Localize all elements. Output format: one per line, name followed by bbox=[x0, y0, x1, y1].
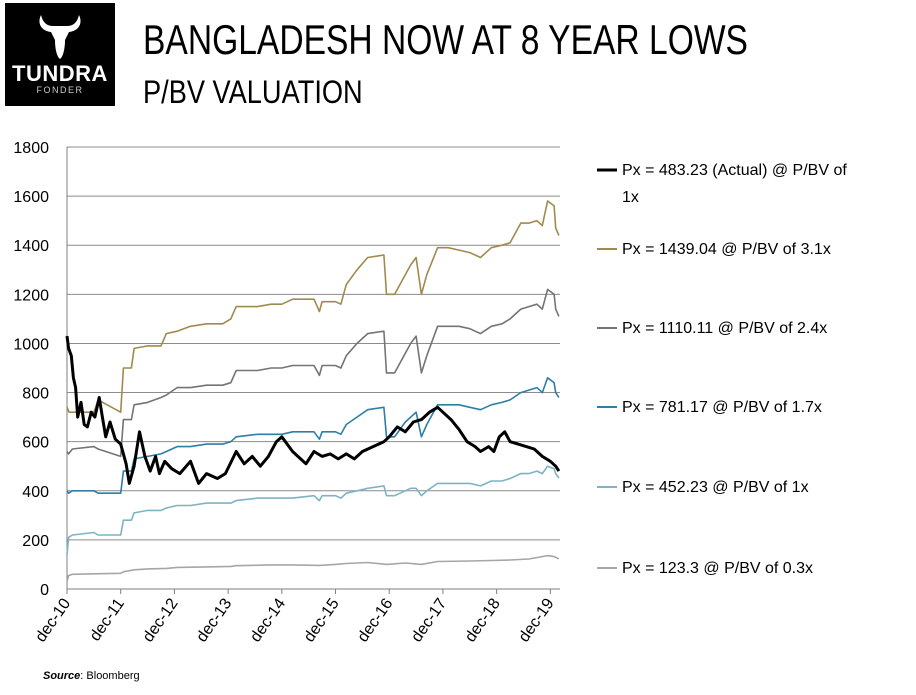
x-tick-label: dec-18 bbox=[462, 595, 504, 645]
x-tick-label: dec-11 bbox=[87, 595, 128, 644]
y-tick-label: 1000 bbox=[13, 336, 49, 353]
y-tick-label: 1600 bbox=[13, 189, 49, 206]
series-line bbox=[66, 200, 560, 413]
y-tick-label: 800 bbox=[22, 386, 49, 403]
x-tick-label: dec-16 bbox=[355, 595, 397, 645]
legend-label: Px = 1439.04 @ P/BV of 3.1x bbox=[622, 241, 831, 258]
y-tick-label: 0 bbox=[40, 582, 49, 599]
x-tick-label: dec-13 bbox=[193, 595, 235, 645]
y-tick-label: 200 bbox=[22, 533, 49, 550]
y-tick-label: 400 bbox=[22, 484, 49, 501]
source-text: : Bloomberg bbox=[80, 670, 140, 682]
legend-label: Px = 452.23 @ P/BV of 1x bbox=[622, 479, 809, 496]
y-tick-label: 1400 bbox=[13, 238, 49, 255]
x-tick-label: dec-19 bbox=[516, 595, 558, 645]
legend-label: Px = 483.23 (Actual) @ P/BV of 1x bbox=[622, 162, 847, 206]
series-line bbox=[66, 554, 560, 582]
series-line bbox=[66, 288, 560, 458]
source-note: Source: Bloomberg bbox=[43, 670, 140, 682]
x-tick-label: dec-17 bbox=[408, 595, 450, 645]
bull-icon bbox=[39, 15, 81, 59]
legend-label: Px = 1110.11 @ P/BV of 2.4x bbox=[622, 320, 827, 337]
logo-subtext: FONDER bbox=[36, 85, 84, 95]
series-line bbox=[65, 335, 561, 485]
page-subtitle: P/BV VALUATION bbox=[143, 74, 363, 110]
source-label: Source bbox=[43, 670, 81, 682]
y-tick-label: 1200 bbox=[13, 287, 49, 304]
logo-wordmark: TUNDRA bbox=[12, 61, 108, 86]
series-line bbox=[66, 465, 560, 555]
x-tick-label: dec-15 bbox=[301, 595, 343, 645]
page-title: BANGLADESH NOW AT 8 YEAR LOWS bbox=[143, 16, 748, 63]
x-tick-label: dec-14 bbox=[247, 595, 289, 645]
x-tick-label: dec-10 bbox=[32, 595, 74, 645]
legend-label: Px = 123.3 @ P/BV of 0.3x bbox=[622, 560, 813, 577]
y-tick-label: 600 bbox=[22, 435, 49, 452]
x-tick-label: dec-12 bbox=[140, 595, 182, 645]
legend-label: Px = 781.17 @ P/BV of 1.7x bbox=[622, 399, 822, 416]
tundra-logo: TUNDRA FONDER bbox=[5, 3, 115, 106]
y-tick-label: 1800 bbox=[13, 140, 49, 157]
